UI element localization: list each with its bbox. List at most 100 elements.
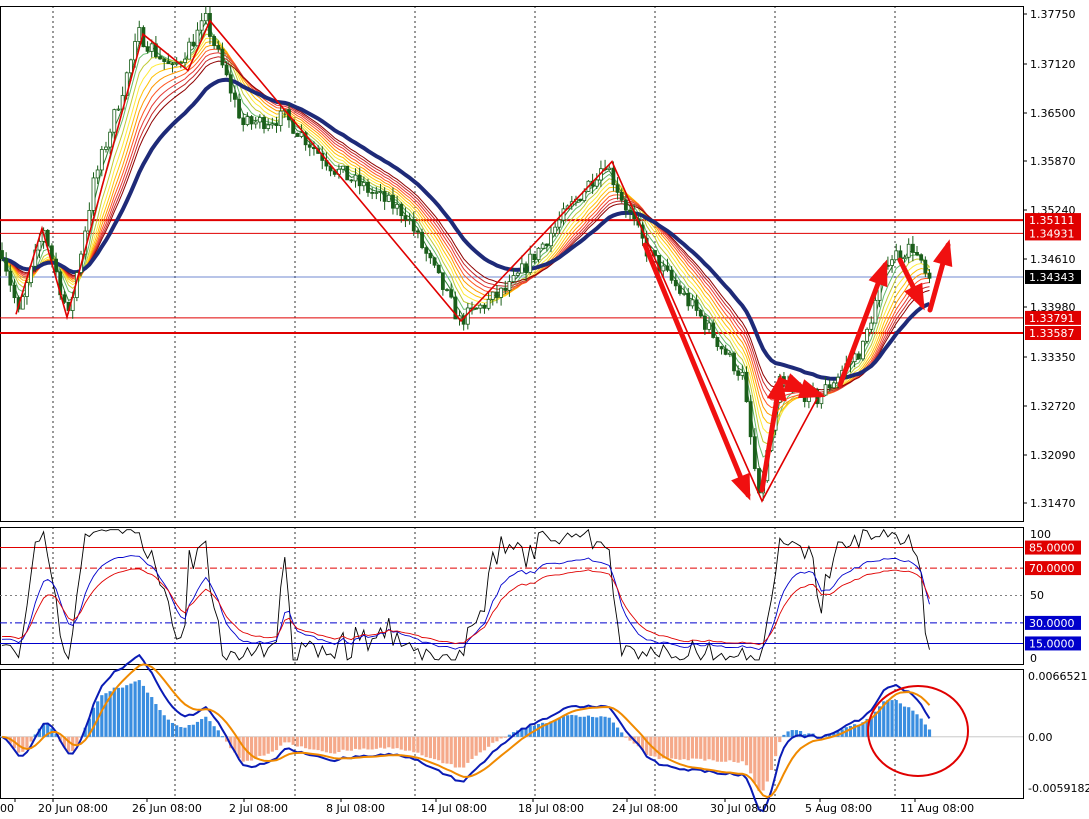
macd-histogram-bar <box>462 736 466 768</box>
macd-histogram-bar <box>83 727 87 737</box>
macd-histogram-bar <box>732 736 736 762</box>
candle-body <box>553 226 558 234</box>
osc-level-tag <box>1025 615 1081 630</box>
macd-histogram-bar <box>557 718 561 737</box>
candle-body <box>407 219 412 221</box>
x-tick-label: 30 Jul 08:00 <box>710 802 776 815</box>
candle-body <box>25 282 29 297</box>
macd-histogram-bar <box>408 736 412 751</box>
candle-body <box>748 401 753 438</box>
candle-body <box>145 46 150 52</box>
candle-body <box>274 123 279 126</box>
candle-body <box>890 259 894 266</box>
macd-histogram-bar <box>262 736 266 756</box>
candle-body <box>108 131 113 148</box>
macd-histogram-bar <box>798 731 803 737</box>
macd-histogram-bar <box>328 736 333 754</box>
macd-histogram-bar <box>782 734 786 737</box>
macd-histogram-bar <box>611 722 615 737</box>
macd-panel <box>0 669 1024 799</box>
candle-body <box>856 353 861 360</box>
macd-histogram-bar <box>524 728 528 737</box>
candle-body <box>673 279 678 287</box>
candle-body <box>345 165 350 181</box>
candle-body <box>233 92 237 100</box>
macd-histogram-bar <box>21 736 25 752</box>
macd-histogram-bar <box>374 736 378 749</box>
macd-histogram-bar <box>749 736 753 774</box>
candle-body <box>149 43 154 52</box>
macd-histogram-bar <box>503 736 507 738</box>
candle-body <box>411 219 416 232</box>
candle-body <box>528 253 533 273</box>
macd-histogram-bar <box>927 729 932 737</box>
macd-histogram-bar <box>237 736 241 759</box>
macd-histogram-bar <box>607 717 611 737</box>
macd-histogram-bar <box>254 736 258 759</box>
price-tick-label: 1.32090 <box>1030 449 1076 462</box>
x-tick-label: 2 Jul 08:00 <box>229 802 288 815</box>
candle-body <box>91 177 96 211</box>
macd-histogram-bar <box>187 724 191 737</box>
macd-histogram-bar <box>312 736 316 750</box>
osc-level-tag-label: 30.0000 <box>1029 617 1075 630</box>
candle-body <box>129 59 133 74</box>
candle-body <box>827 384 832 389</box>
price-tick-label: 1.35870 <box>1030 155 1076 168</box>
candle-body <box>823 384 828 396</box>
candle-body <box>449 289 454 298</box>
candle-body <box>257 117 262 123</box>
ribbon-ma-2 <box>1 33 930 445</box>
price-tick-label: 1.36500 <box>1030 107 1076 120</box>
macd-histogram-bar <box>162 715 166 737</box>
candle-body <box>228 74 233 94</box>
macd-histogram-bar <box>715 736 719 762</box>
candle-body <box>607 167 612 170</box>
macd-histogram-bar <box>387 736 391 748</box>
macd-histogram-bar <box>41 723 46 737</box>
macd-histogram-bar <box>137 680 141 737</box>
candle-body <box>266 124 271 129</box>
candle-body <box>0 250 4 260</box>
candle-body <box>719 346 724 350</box>
macd-histogram-bar <box>487 736 491 747</box>
candle-body <box>474 307 479 310</box>
macd-histogram-bar <box>141 685 146 737</box>
osc-level-tag <box>1025 540 1081 555</box>
macd-histogram-bar <box>628 736 632 741</box>
macd-histogram-bar <box>707 736 711 760</box>
candle-body <box>391 194 395 209</box>
macd-histogram-bar <box>453 736 457 768</box>
candle-body <box>361 182 366 187</box>
macd-histogram-bar <box>220 736 225 738</box>
candle-body <box>370 192 375 194</box>
macd-histogram-bar <box>104 693 108 737</box>
price-tick-label: 1.33350 <box>1030 351 1076 364</box>
candle-body <box>698 310 703 317</box>
osc-line-2 <box>1 568 930 645</box>
candle-body <box>686 292 691 307</box>
x-tick-label: 26 Jun 08:00 <box>132 802 202 815</box>
macd-histogram-bar <box>200 719 204 737</box>
macd-histogram-bar <box>150 697 154 737</box>
candle-body <box>669 269 674 281</box>
macd-histogram-bar <box>774 736 778 757</box>
level-tag-label: 1.33587 <box>1029 327 1075 340</box>
macd-histogram-bar <box>291 736 295 745</box>
candle-body <box>436 264 441 274</box>
macd-histogram-bar <box>574 715 578 737</box>
macd-histogram-bar <box>353 736 358 749</box>
candle-body <box>212 36 217 46</box>
candle-body <box>378 191 383 193</box>
level-tag-1.34931 <box>1025 226 1081 241</box>
candle-body <box>715 337 720 347</box>
candle-body <box>220 48 225 66</box>
macd-histogram-bar <box>586 715 591 737</box>
candle-body <box>690 299 695 307</box>
candle-body <box>432 257 437 266</box>
macd-histogram-bar <box>778 736 782 743</box>
macd-histogram-bar <box>549 721 553 737</box>
macd-histogram-bar <box>100 695 104 737</box>
macd-histogram-bar <box>853 724 857 737</box>
macd-histogram-bar <box>195 721 200 737</box>
